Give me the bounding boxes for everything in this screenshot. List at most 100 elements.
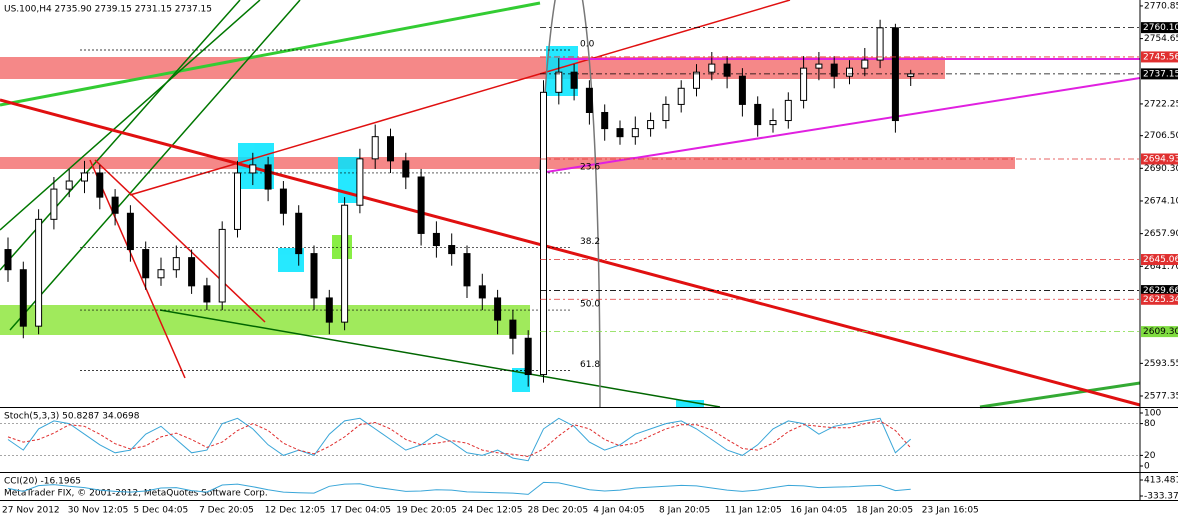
x-tick-label: 16 Jan 04:05: [790, 506, 847, 516]
footer: MetaTrader FIX, © 2001-2012, MetaQuotes …: [4, 489, 268, 499]
candle-body: [647, 120, 655, 130]
level-box: [1141, 51, 1178, 63]
candle-body: [310, 253, 318, 299]
candle-body: [325, 297, 333, 323]
trendline: [159, 309, 721, 408]
candle-body: [172, 257, 180, 271]
candle-body: [585, 87, 593, 113]
level-label: 2694.93: [1143, 154, 1178, 164]
x-tick-label: 4 Jan 04:05: [593, 506, 644, 516]
y-tick-label: 2593.55: [1144, 359, 1178, 369]
y-tick-label: 413.481: [1144, 476, 1178, 486]
x-tick-label: 11 Jan 12:05: [725, 506, 782, 516]
candle-body: [96, 172, 104, 198]
candle-body: [846, 67, 853, 77]
support-zone: [0, 305, 530, 335]
x-tick-label: 23 Jan 16:05: [922, 506, 979, 516]
channel-curve: [539, 0, 601, 408]
candle-body: [677, 87, 685, 105]
candle-body: [509, 319, 517, 339]
y-tick-label: 2577.35: [1144, 392, 1178, 402]
trendline: [0, 0, 261, 231]
x-tick-label: 28 Dec 20:05: [528, 506, 589, 516]
candle-body: [830, 63, 838, 77]
trendline: [539, 77, 1141, 174]
indicator-line: [7, 481, 911, 495]
candle-body: [738, 75, 746, 105]
candle-body: [815, 63, 823, 69]
candle-body: [371, 136, 379, 160]
level-label: 2645.06: [1143, 255, 1178, 265]
candle-body: [800, 67, 808, 101]
x-tick-label: 8 Jan 20:05: [659, 506, 710, 516]
candle-body: [631, 128, 639, 138]
candle-body: [907, 73, 915, 77]
candle-body: [463, 253, 471, 287]
candle-body: [754, 103, 762, 126]
chart-header: US.100,H4 2735.90 2739.15 2731.15 2737.1…: [4, 5, 212, 15]
level-label: 2745.56: [1143, 52, 1178, 62]
level-label: 2737.15: [1143, 69, 1178, 79]
fib-label: 0.0: [580, 39, 595, 49]
fib-label: 50.0: [580, 300, 600, 310]
candle-body: [784, 99, 792, 122]
candle-body: [693, 71, 700, 89]
trendline: [0, 1, 541, 107]
candle-body: [570, 71, 578, 89]
x-tick-label: 5 Dec 04:05: [133, 506, 188, 516]
highlight-box: [676, 400, 704, 407]
candle-body: [218, 228, 226, 303]
candle-body: [540, 91, 547, 376]
x-tick-label: 17 Dec 04:05: [331, 506, 392, 516]
x-tick-label: 24 Dec 12:05: [462, 506, 523, 516]
y-tick-label: 80: [1144, 419, 1156, 429]
candle-body: [157, 269, 165, 279]
level-box: [1141, 285, 1178, 297]
candle-body: [402, 160, 410, 178]
candle-body: [203, 285, 211, 303]
candle-body: [188, 257, 196, 287]
y-tick-label: 2770.85: [1144, 1, 1178, 11]
candle-body: [279, 188, 287, 214]
level-label: 2760.10: [1143, 23, 1178, 33]
level-box: [1141, 68, 1178, 80]
candle-body: [494, 297, 502, 321]
x-tick-label: 30 Nov 12:05: [68, 506, 129, 516]
level-label: 2625.34: [1143, 295, 1178, 305]
x-tick-label: 18 Jan 20:05: [856, 506, 913, 516]
candle-body: [616, 128, 624, 138]
indicator-title: CCI(20) -16.1965: [4, 477, 81, 487]
trendline: [979, 381, 1141, 409]
candle-body: [65, 180, 73, 190]
fib-label: 23.6: [580, 162, 600, 172]
trendline: [89, 159, 186, 379]
level-box: [1141, 22, 1178, 34]
candle-body: [723, 63, 731, 77]
trendline: [0, 98, 1141, 407]
candle-body: [601, 111, 609, 130]
candle-body: [387, 136, 394, 162]
y-tick-label: 2657.90: [1144, 229, 1178, 239]
trendline: [94, 159, 266, 323]
indicator-line: [7, 420, 912, 458]
candle-body: [264, 164, 272, 190]
y-tick-label: 2690.30: [1144, 164, 1178, 174]
y-tick-label: 2706.50: [1144, 131, 1178, 141]
candle-body: [478, 285, 486, 299]
candle-body: [356, 158, 364, 206]
candle-body: [249, 164, 257, 174]
y-tick-label: 2674.10: [1144, 196, 1178, 206]
candle-body: [142, 249, 150, 279]
candle-body: [341, 204, 349, 323]
candle-body: [4, 249, 12, 271]
y-tick-label: 100: [1144, 409, 1161, 419]
level-label: 2609.30: [1143, 327, 1178, 337]
indicator-title: Stoch(5,3,3) 50.8287 34.0698: [4, 412, 140, 422]
fib-label: 61.8: [580, 360, 600, 370]
trendline: [129, 0, 791, 196]
y-tick-label: -333.374: [1144, 492, 1178, 502]
candle-body: [708, 63, 716, 73]
candle-body: [662, 103, 670, 122]
